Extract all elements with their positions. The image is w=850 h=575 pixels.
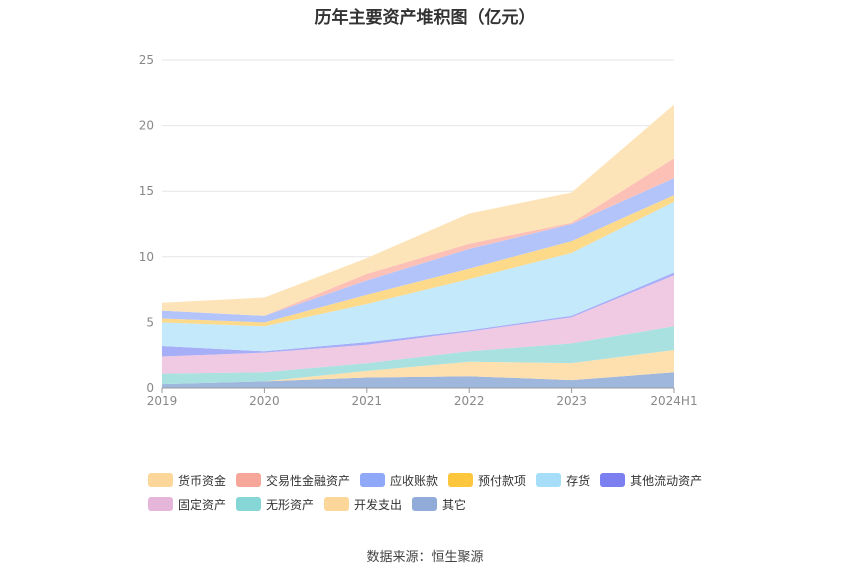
legend-item[interactable]: 无形资产 <box>236 496 314 512</box>
y-tick-label: 0 <box>146 381 154 395</box>
legend-swatch <box>600 473 626 487</box>
legend-swatch <box>448 473 474 487</box>
data-source: 数据来源：恒生聚源 <box>366 550 484 565</box>
chart-title: 历年主要资产堆积图（亿元） <box>314 8 536 28</box>
legend-label: 开发支出 <box>354 497 403 512</box>
y-tick-label: 15 <box>139 184 154 198</box>
legend-label: 交易性金融资产 <box>266 473 351 488</box>
legend-swatch <box>148 497 173 511</box>
legend-label: 固定资产 <box>178 497 227 512</box>
legend-item[interactable]: 其它 <box>412 496 466 512</box>
legend-label: 无形资产 <box>266 497 315 512</box>
legend-swatch <box>236 473 262 487</box>
legend-swatch <box>324 497 350 511</box>
axis-layer: 0 5 10 15 20 25 2019 2020 2021 2022 2023 2024H1 <box>139 53 698 408</box>
x-tick-label: 2019 <box>147 394 178 408</box>
legend-item[interactable]: 应收账款 <box>360 472 438 488</box>
x-tick-label: 2021 <box>352 394 383 408</box>
legend-swatch <box>360 473 386 487</box>
area-series-5 <box>162 201 674 352</box>
x-tick-label: 2022 <box>454 394 485 408</box>
legend-item[interactable]: 固定资产 <box>148 496 226 512</box>
legend-label: 货币资金 <box>178 473 227 488</box>
legend-label: 其他流动资产 <box>630 473 703 488</box>
legend-item[interactable]: 货币资金 <box>148 472 226 488</box>
legend-swatch <box>536 473 562 487</box>
x-tick-label: 2024H1 <box>650 394 697 408</box>
legend-swatch <box>148 473 173 487</box>
legend-item[interactable]: 预付款项 <box>448 472 526 488</box>
y-tick-label: 5 <box>146 315 154 329</box>
legend-item[interactable]: 存货 <box>536 472 590 488</box>
area-series-3 <box>162 275 674 374</box>
area-series-2 <box>162 326 674 385</box>
area-series-0 <box>162 372 674 388</box>
legend-label: 预付款项 <box>478 473 527 488</box>
x-tick-label: 2023 <box>556 394 587 408</box>
legend-label: 其它 <box>442 497 467 512</box>
x-tick-label: 2020 <box>249 394 280 408</box>
y-tick-label: 10 <box>139 250 154 264</box>
legend-swatch <box>236 497 262 511</box>
area-series-9 <box>162 104 674 316</box>
legend-label: 存货 <box>566 473 591 488</box>
area-series-1 <box>162 350 674 385</box>
legend-swatch <box>412 497 438 511</box>
legend-label: 应收账款 <box>390 473 439 488</box>
area-layer <box>162 104 674 388</box>
y-tick-label: 25 <box>139 53 154 67</box>
legend: 货币资金 交易性金融资产 应收账款 预付款项 存货 其他流动资产固定资产 无形资产 开发支出 其… <box>148 472 728 512</box>
y-tick-label: 20 <box>139 119 154 133</box>
legend-item[interactable]: 其他流动资产 <box>600 472 702 488</box>
legend-item[interactable]: 交易性金融资产 <box>236 472 350 488</box>
legend-item[interactable]: 开发支出 <box>324 496 402 512</box>
